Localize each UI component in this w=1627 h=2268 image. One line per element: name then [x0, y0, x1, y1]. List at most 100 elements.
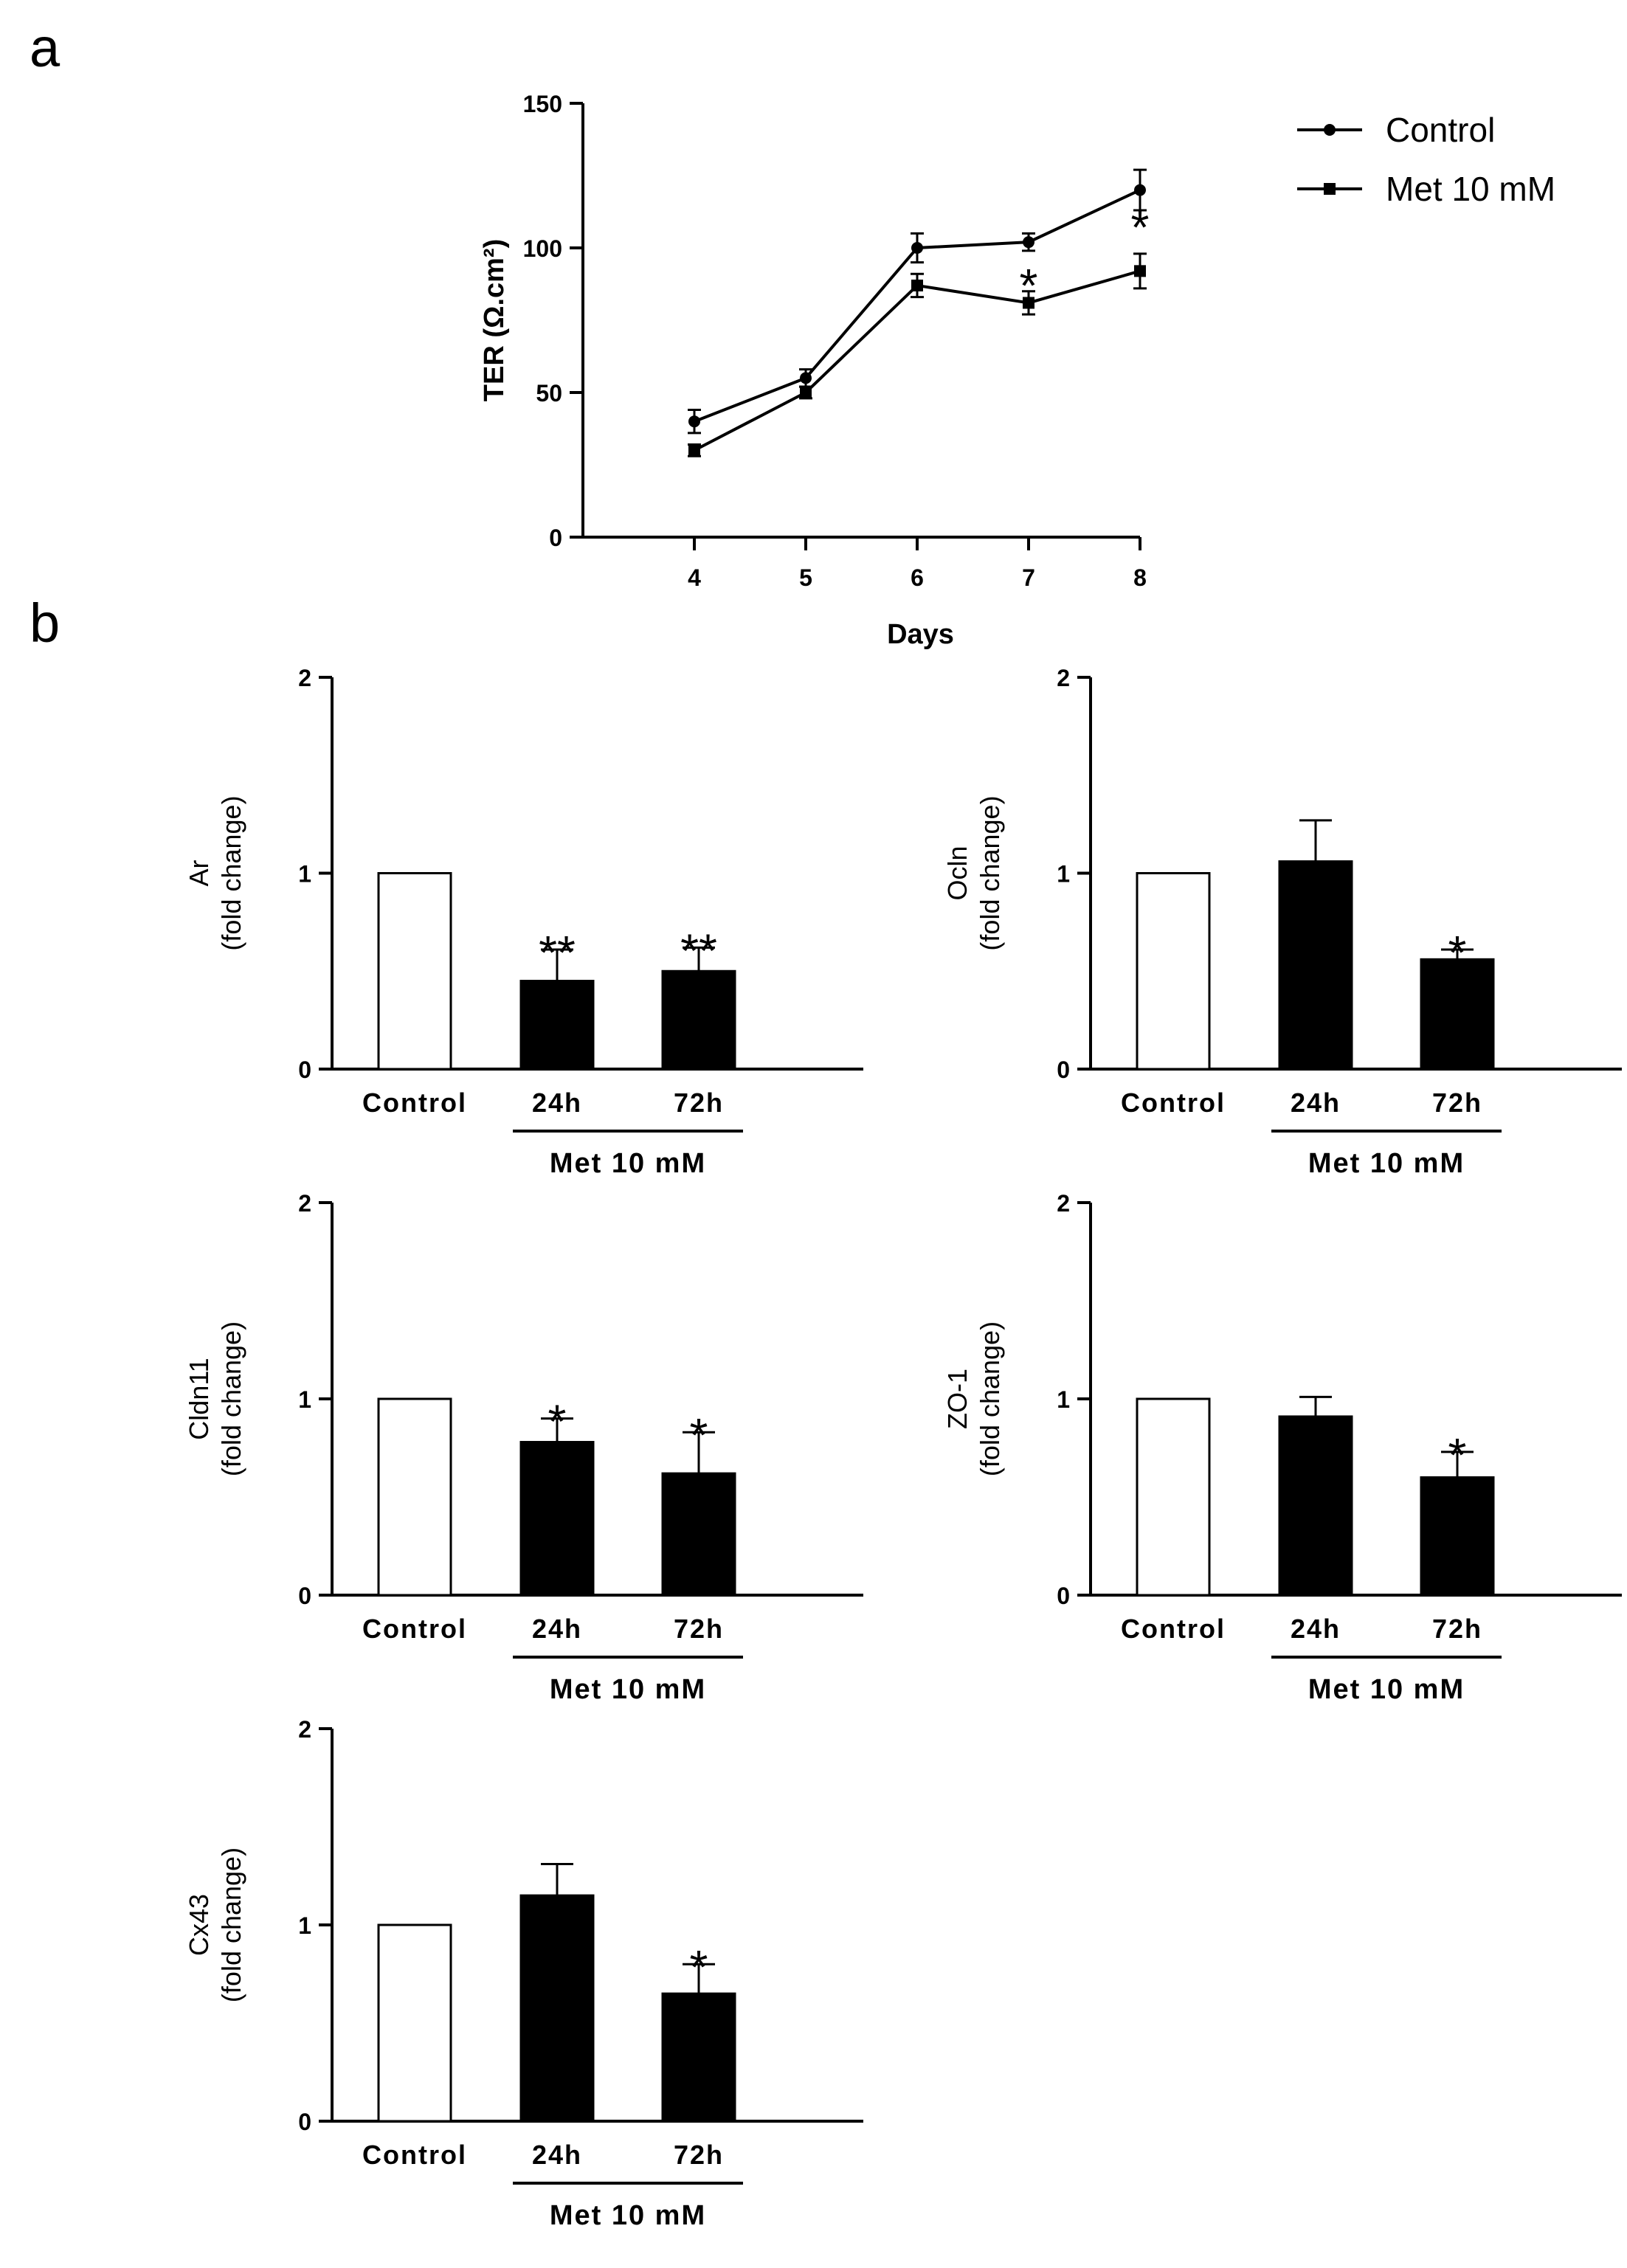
bar — [519, 980, 595, 1071]
y-tick-label: 0 — [549, 525, 562, 551]
legend-label: Met 10 mM — [1386, 170, 1555, 208]
bar — [661, 969, 736, 1071]
y-axis-gene-label: Cx43 — [184, 1894, 214, 1956]
data-point — [1134, 184, 1146, 196]
y-tick-label: 0 — [298, 1583, 311, 1609]
group-label: Met 10 mM — [1308, 1148, 1465, 1179]
significance-marker: * — [1020, 259, 1038, 312]
y-axis-unit-label: (fold change) — [216, 1847, 246, 2002]
y-tick-label: 1 — [298, 861, 311, 888]
data-point — [688, 415, 700, 428]
data-point — [911, 279, 923, 291]
bar-chart-zo-1: 0 1 2 ZO-1 (fold change) Control 24h * 72h Met 10… — [942, 1190, 1622, 1705]
bar — [1278, 860, 1353, 1071]
y-tick-label: 150 — [523, 91, 562, 117]
y-axis-unit-label: (fold change) — [975, 1321, 1005, 1476]
y-tick-label: 0 — [298, 2109, 311, 2135]
significance-marker: * — [1448, 1428, 1467, 1482]
y-tick-label: 2 — [1057, 665, 1070, 691]
y-axis-title: TER (Ω.cm²) — [479, 239, 510, 401]
y-tick-label: 2 — [298, 665, 311, 691]
bar-chart-cldn11: 0 1 2 Cldn11 (fold change) Control * 24h * 72h Met… — [184, 1190, 863, 1705]
x-tick-label: 4 — [688, 564, 701, 591]
bar — [1136, 872, 1211, 1071]
legend-marker — [1324, 183, 1336, 195]
category-label: 24h — [532, 1088, 582, 1118]
y-tick-label: 1 — [298, 1912, 311, 1939]
data-point — [1023, 297, 1034, 309]
category-label: 72h — [674, 1088, 724, 1118]
category-label: 72h — [674, 1614, 724, 1644]
category-label: Control — [362, 1614, 467, 1644]
group-label: Met 10 mM — [1308, 1674, 1465, 1705]
y-axis-unit-label: (fold change) — [216, 795, 246, 950]
y-tick-label: 2 — [298, 1190, 311, 1217]
y-tick-label: 50 — [536, 380, 562, 407]
bar-chart-ocln: 0 1 2 Ocln (fold change) Control 24h * 72h Met 10… — [942, 665, 1622, 1179]
category-label: 24h — [532, 2140, 582, 2170]
bar — [377, 872, 452, 1071]
legend-label: Control — [1386, 111, 1495, 149]
y-tick-label: 0 — [1057, 1057, 1070, 1083]
category-label: 24h — [1291, 1088, 1341, 1118]
bar — [1278, 1415, 1353, 1597]
x-tick-label: 5 — [799, 564, 812, 591]
y-tick-label: 2 — [298, 1716, 311, 1743]
category-label: 72h — [674, 2140, 724, 2170]
category-label: Control — [362, 2140, 467, 2170]
significance-marker: * — [1131, 201, 1150, 254]
category-label: Control — [1121, 1614, 1226, 1644]
category-label: 24h — [532, 1614, 582, 1644]
category-label: Control — [1121, 1088, 1226, 1118]
x-tick-label: 8 — [1133, 564, 1147, 591]
bar — [1420, 1476, 1495, 1597]
data-point — [800, 372, 812, 384]
bar — [519, 1894, 595, 2123]
significance-marker: ** — [680, 924, 717, 977]
y-tick-label: 0 — [1057, 1583, 1070, 1609]
x-tick-label: 6 — [911, 564, 924, 591]
y-axis-gene-label: ZO-1 — [942, 1369, 973, 1429]
panel-label-b: b — [30, 592, 60, 654]
y-axis-gene-label: Ar — [184, 860, 214, 886]
significance-marker: * — [690, 1408, 708, 1462]
group-label: Met 10 mM — [550, 1674, 706, 1705]
bar — [377, 1397, 452, 1597]
x-axis-title: Days — [887, 619, 954, 650]
y-tick-label: 1 — [298, 1386, 311, 1413]
bar-chart-ar: 0 1 2 Ar (fold change) Control ** 24h ** 72h Met 1… — [184, 665, 863, 1179]
y-axis-unit-label: (fold change) — [216, 1321, 246, 1476]
data-point — [800, 387, 812, 398]
bar — [377, 1923, 452, 2123]
y-axis-gene-label: Cldn11 — [184, 1358, 214, 1439]
significance-marker: * — [1448, 926, 1467, 979]
bar — [519, 1441, 595, 1597]
bar — [1420, 958, 1495, 1071]
category-label: 24h — [1291, 1614, 1341, 1644]
group-label: Met 10 mM — [550, 1148, 706, 1179]
y-tick-label: 1 — [1057, 861, 1070, 888]
panel-label-a: a — [30, 17, 61, 78]
bar — [1136, 1397, 1211, 1597]
group-label: Met 10 mM — [550, 2200, 706, 2231]
category-label: Control — [362, 1088, 467, 1118]
y-tick-label: 2 — [1057, 1190, 1070, 1217]
series-line — [694, 188, 1141, 423]
bar-chart-cx43: 0 1 2 Cx43 (fold change) Control 24h * 72h Met 10… — [184, 1716, 863, 2231]
y-axis-gene-label: Ocln — [942, 846, 973, 900]
y-tick-label: 100 — [523, 235, 562, 262]
legend-marker — [1324, 124, 1336, 136]
bar — [661, 1472, 736, 1597]
y-tick-label: 0 — [298, 1057, 311, 1083]
significance-marker: * — [690, 1940, 708, 1994]
significance-marker: * — [548, 1395, 567, 1448]
ter-line-chart: 0 50 100 150 4 5 6 7 8 Days TER (Ω.cm²) * * Control Me… — [479, 91, 1555, 650]
x-tick-label: 7 — [1022, 564, 1035, 591]
data-point — [1023, 236, 1034, 249]
data-point — [1134, 265, 1146, 277]
category-label: 72h — [1432, 1614, 1482, 1644]
bar — [661, 1992, 736, 2123]
category-label: 72h — [1432, 1088, 1482, 1118]
